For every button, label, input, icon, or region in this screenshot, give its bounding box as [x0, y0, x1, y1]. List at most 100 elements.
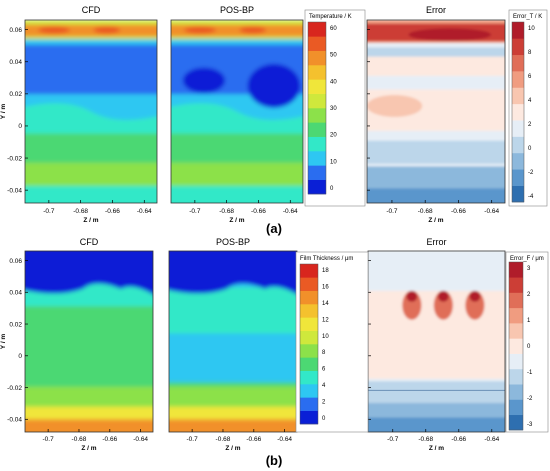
x-axis-label: Z / m: [81, 445, 96, 452]
error-band-pink1: [367, 56, 505, 76]
plot-frame-error-a: [366, 19, 506, 204]
hotspot-left: [184, 26, 216, 34]
error-peak: [408, 28, 492, 42]
error-colorbar-b-tick-label: -2: [527, 396, 533, 402]
y-tick-label: 0.02: [9, 91, 22, 98]
plot-frame-a-1: [170, 19, 304, 204]
error-colorbar-a-swatch: [512, 54, 524, 72]
colorbar-a-tick-label: 20: [330, 133, 337, 139]
x-tick-label: -0.68: [418, 208, 433, 215]
x-tick-label: -0.68: [73, 208, 88, 215]
panel-title: CFD: [82, 5, 101, 15]
error-plot-a: [367, 20, 505, 203]
x-tick-label: -0.7: [43, 436, 55, 443]
colorbar-a-swatch: [308, 165, 326, 180]
colorbar-b-swatch: [300, 357, 318, 371]
error-colorbar-b-tick-label: 0: [527, 344, 531, 350]
colorbar-b-tick-label: 10: [322, 334, 329, 340]
x-axis-label: Z / m: [428, 217, 443, 224]
y-axis-label: Y / m: [0, 334, 7, 350]
panel-label-b: (b): [266, 453, 283, 468]
x-axis-label: Z / m: [83, 217, 98, 224]
hotspot-right: [239, 26, 267, 34]
colorbar-b-tick-label: 8: [322, 350, 326, 356]
colorbar-a-swatch: [308, 179, 326, 195]
error-colorbar-a-swatch: [512, 87, 524, 105]
x-tick-label: -0.64: [133, 436, 148, 443]
contour-wave: [171, 103, 303, 134]
y-tick-label: -0.04: [7, 187, 22, 194]
panel-b-cfd: CFD -0.7 -0.68 -0.66 -0.64 Z / m 0.06 0.04 0.02 0…: [0, 237, 154, 452]
panel-title: Error: [427, 237, 447, 247]
colorbar-b-tick-label: 2: [322, 400, 326, 406]
x-tick-label: -0.68: [418, 436, 433, 443]
y-tick-label: -0.04: [7, 417, 22, 424]
x-tick-label: -0.64: [283, 208, 298, 215]
error-colorbar-a-swatch: [512, 169, 524, 186]
error-colorbar-b-tick-label: -1: [527, 370, 533, 376]
error-colorbar-b-swatch: [509, 384, 523, 400]
error-colorbar-a-tick-label: -4: [528, 194, 534, 200]
contour-band-mid-teal: [169, 287, 297, 334]
panel-title: Error: [426, 5, 446, 15]
x-axis-label: Z / m: [429, 445, 444, 452]
error-colorbar-a-tick-label: 0: [528, 146, 532, 152]
x-tick-label: -0.64: [137, 208, 152, 215]
y-tick-label: 0.06: [9, 258, 22, 265]
x-tick-label: -0.66: [451, 208, 466, 215]
panel-title: POS-BP: [216, 237, 250, 247]
colorbar-b-swatch: [300, 384, 318, 398]
x-axis-label: Z / m: [225, 445, 240, 452]
colorbar-b-swatch: [300, 397, 318, 411]
y-axis-label: Y / m: [0, 104, 7, 120]
error-colorbar-a-swatch: [512, 22, 524, 39]
colorbar-a-tick-label: 30: [330, 106, 337, 112]
colorbar-a-swatch: [308, 136, 326, 152]
film-dry-region: [25, 251, 153, 295]
error-colorbar-b-swatch: [509, 399, 523, 416]
error-plot-b: [368, 251, 505, 432]
x-tick-label: -0.64: [484, 208, 499, 215]
x-tick-label: -0.64: [277, 436, 292, 443]
x-tick-label: -0.64: [484, 436, 499, 443]
y-tick-label: -0.02: [7, 385, 22, 392]
x-tick-label: -0.7: [189, 208, 201, 215]
error-blob-left: [367, 95, 423, 117]
field-plot-b-1: [169, 251, 297, 432]
contour-band-bottom-orange: [169, 419, 297, 432]
error-colorbar-a-swatch: [512, 103, 524, 121]
y-tick-label: 0.06: [9, 27, 22, 34]
y-tick-label: -0.02: [7, 155, 22, 162]
colorbar-b-swatch: [300, 264, 318, 278]
panel-label-a: (a): [266, 221, 282, 236]
error-colorbar-b-frame: [508, 261, 524, 431]
colorbar-b-swatch: [300, 277, 318, 291]
contour-wave: [25, 103, 157, 134]
error-band-blue1: [368, 381, 505, 405]
x-tick-label: -0.68: [216, 436, 231, 443]
figure-row-a: CFD -0.7 -0.68 -0.66 -0.64 Z / m 0.06 0.04 0.02 0…: [0, 5, 548, 224]
colorbar-a-swatch: [308, 93, 326, 109]
colorbar-b-tick-label: 16: [322, 284, 329, 290]
x-tick-label: -0.66: [246, 436, 261, 443]
colorbar-a-tick-label: 60: [330, 26, 337, 32]
contour-band-low-yellow: [25, 406, 153, 423]
field-plot-a-0: [25, 20, 157, 203]
hotspot-right: [93, 26, 121, 34]
colorbar-b-swatch: [300, 304, 318, 318]
colorbar-b-swatch: [300, 344, 318, 358]
error-colorbar-a-title: Error_T / K: [513, 14, 542, 20]
x-tick-label: -0.66: [451, 436, 466, 443]
colorbar-b-swatch: [300, 410, 318, 425]
error-colorbar-b-swatch: [509, 307, 523, 324]
colorbar-a-tick-label: 10: [330, 159, 337, 165]
error-colorbar-b-title: Error_F / μm: [510, 256, 544, 262]
error-colorbar-b-swatch: [509, 353, 523, 370]
cold-region-right: [247, 63, 301, 108]
y-tick-label: 0: [18, 123, 22, 130]
field-plot-b-0: [25, 251, 153, 432]
colorbar-b-frame: [299, 263, 319, 425]
error-colorbar-a-swatch: [512, 38, 524, 56]
contour-band-top-orange: [25, 24, 157, 37]
x-tick-label: -0.7: [386, 208, 398, 215]
